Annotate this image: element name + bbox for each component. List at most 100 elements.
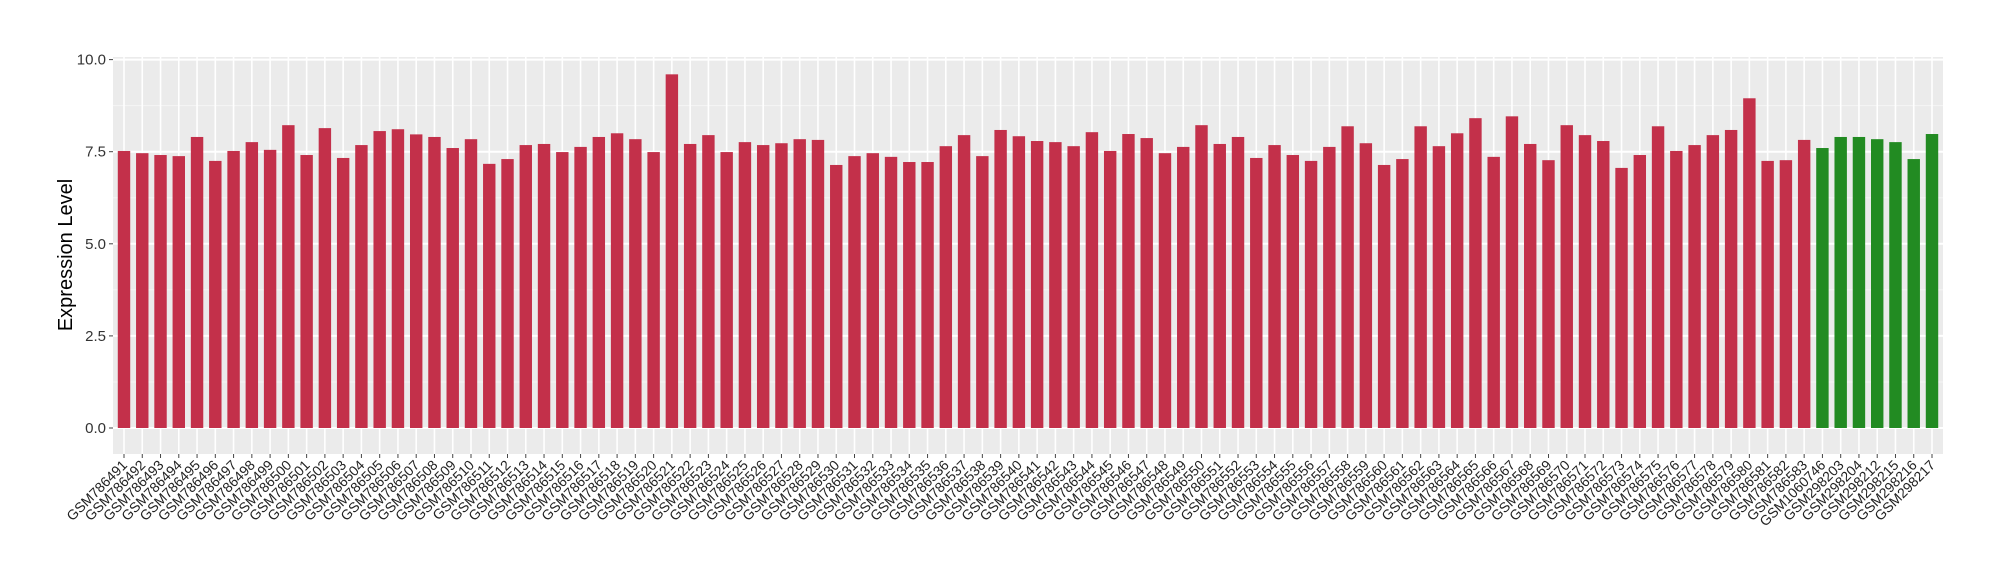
bar-GSM786513 xyxy=(519,145,532,429)
bar-GSM786507 xyxy=(409,134,423,428)
bar-GSM786514 xyxy=(537,143,551,428)
bar-GSM786568 xyxy=(1524,143,1537,428)
y-tick-label: 7.5 xyxy=(85,144,106,161)
bar-GSM786524 xyxy=(720,152,733,428)
bar-GSM786537 xyxy=(957,135,971,428)
bar-GSM786557 xyxy=(1323,146,1336,428)
y-tick-label: 10.0 xyxy=(77,52,106,69)
bar-GSM786559 xyxy=(1359,143,1373,428)
bar-GSM786525 xyxy=(738,142,752,429)
bar-GSM786496 xyxy=(209,160,222,428)
bar-GSM786569 xyxy=(1542,160,1555,428)
bar-GSM786493 xyxy=(154,155,167,428)
bar-GSM298216 xyxy=(1907,159,1920,428)
bar-GSM786499 xyxy=(263,149,277,428)
bar-GSM786527 xyxy=(775,143,788,428)
bar-GSM1060746 xyxy=(1816,148,1829,429)
bar-GSM786554 xyxy=(1268,145,1281,429)
bar-GSM786565 xyxy=(1469,118,1482,428)
bar-GSM786545 xyxy=(1103,150,1117,428)
bar-GSM786505 xyxy=(373,131,386,429)
bar-GSM786530 xyxy=(830,164,843,428)
bar-GSM298217 xyxy=(1925,134,1939,429)
bar-GSM786491 xyxy=(117,150,131,428)
bar-GSM786516 xyxy=(574,146,587,428)
bar-GSM786531 xyxy=(848,156,861,429)
bar-GSM786573 xyxy=(1615,167,1628,428)
bar-GSM786510 xyxy=(464,139,478,429)
bar-GSM786535 xyxy=(921,162,934,428)
bar-GSM786501 xyxy=(300,155,313,428)
bar-GSM786534 xyxy=(903,162,916,428)
bar-GSM786555 xyxy=(1286,155,1300,428)
bar-GSM786582 xyxy=(1779,160,1793,428)
bar-GSM786533 xyxy=(884,156,898,428)
bar-GSM786566 xyxy=(1487,156,1500,428)
bar-GSM786572 xyxy=(1597,141,1610,428)
bar-GSM298212 xyxy=(1871,139,1884,429)
bar-GSM786512 xyxy=(501,159,514,428)
bar-GSM786563 xyxy=(1432,146,1446,428)
bar-GSM786564 xyxy=(1450,133,1464,428)
bar-GSM786511 xyxy=(483,163,496,429)
bar-GSM786492 xyxy=(136,153,149,429)
bars xyxy=(117,74,1939,429)
bar-GSM786549 xyxy=(1177,146,1190,428)
bar-GSM786567 xyxy=(1505,116,1519,428)
bar-GSM786575 xyxy=(1651,126,1665,429)
bar-GSM786502 xyxy=(318,128,332,428)
y-tick-label: 5.0 xyxy=(85,236,106,253)
bar-GSM786552 xyxy=(1231,136,1245,429)
bar-GSM786543 xyxy=(1067,146,1080,428)
bar-GSM298203 xyxy=(1834,136,1847,429)
bar-GSM786518 xyxy=(610,133,624,428)
bar-GSM786509 xyxy=(446,148,459,429)
bar-GSM786578 xyxy=(1706,135,1720,428)
bar-GSM298204 xyxy=(1852,136,1866,429)
bar-GSM786539 xyxy=(994,129,1007,428)
bar-GSM786517 xyxy=(592,136,606,429)
bar-GSM786574 xyxy=(1633,155,1647,428)
y-tick-label: 2.5 xyxy=(85,328,106,345)
bar-GSM786540 xyxy=(1012,136,1026,428)
x-axis: GSM786491GSM786492GSM786493GSM786494GSM7… xyxy=(63,454,1938,529)
bar-GSM786571 xyxy=(1578,135,1592,428)
bar-GSM786503 xyxy=(336,157,350,428)
bar-GSM786528 xyxy=(793,139,806,429)
plot-panel xyxy=(113,57,1943,454)
bar-GSM786560 xyxy=(1377,164,1391,428)
bar-GSM786577 xyxy=(1688,145,1701,429)
bar-GSM786497 xyxy=(227,150,240,428)
bar-GSM786504 xyxy=(355,145,368,429)
bar-GSM786521 xyxy=(665,74,679,428)
bar-GSM786548 xyxy=(1158,153,1172,429)
bar-GSM786519 xyxy=(629,139,642,429)
bar-GSM786581 xyxy=(1761,160,1774,428)
bar-GSM786544 xyxy=(1085,132,1099,428)
bar-GSM786522 xyxy=(683,143,697,428)
bar-GSM786536 xyxy=(939,146,953,428)
bar-GSM786500 xyxy=(282,125,295,428)
bar-GSM786532 xyxy=(866,153,879,429)
bar-GSM786529 xyxy=(811,139,825,428)
bar-GSM786576 xyxy=(1670,150,1683,428)
bar-GSM786495 xyxy=(190,136,204,429)
bar-GSM786580 xyxy=(1743,98,1756,429)
bar-GSM786515 xyxy=(556,152,569,428)
bar-GSM786570 xyxy=(1560,125,1573,428)
bar-GSM786508 xyxy=(428,136,441,429)
bar-GSM786506 xyxy=(391,129,405,428)
bar-GSM786541 xyxy=(1030,141,1044,428)
bar-GSM786546 xyxy=(1122,134,1135,429)
bar-GSM786538 xyxy=(976,156,989,429)
bar-GSM786494 xyxy=(172,156,185,429)
bar-GSM786520 xyxy=(647,152,660,428)
bar-GSM786561 xyxy=(1396,159,1409,428)
bar-GSM786523 xyxy=(702,135,715,428)
bar-GSM786579 xyxy=(1724,129,1738,428)
bar-GSM786583 xyxy=(1797,139,1811,428)
bar-GSM786551 xyxy=(1213,143,1226,428)
bar-GSM786550 xyxy=(1195,125,1208,428)
bar-GSM786558 xyxy=(1341,126,1354,429)
y-tick-label: 0.0 xyxy=(85,420,106,437)
